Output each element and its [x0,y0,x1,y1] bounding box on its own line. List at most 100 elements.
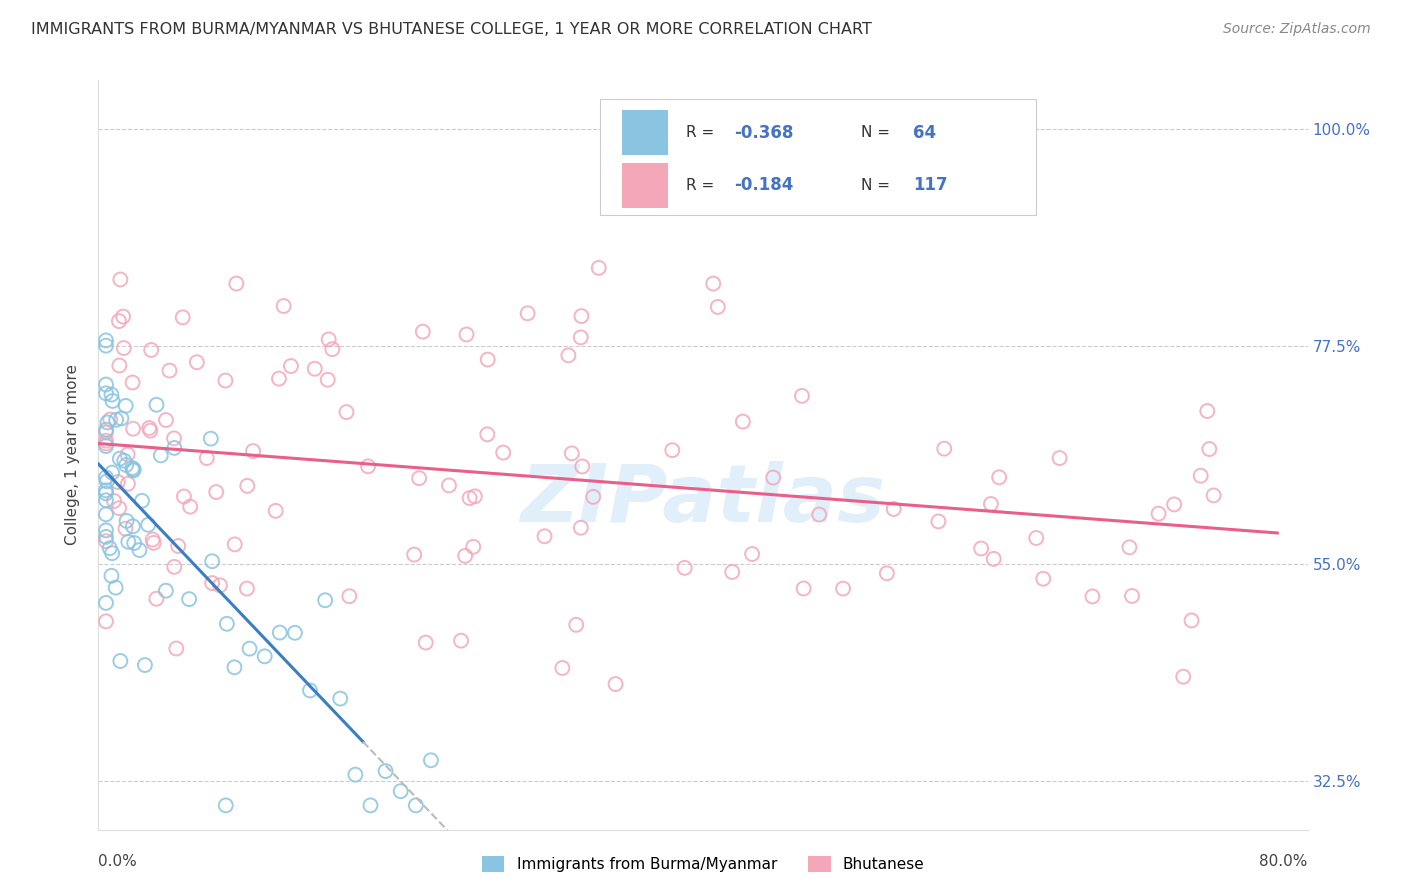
Point [108,501,131,516]
Point [588,260,610,275]
Point [464,489,486,503]
Point [1025,531,1047,545]
Point [103,494,125,508]
Point [141,343,163,357]
Point [96,416,118,430]
Y-axis label: College, 1 year or more: College, 1 year or more [65,365,80,545]
Point [284,625,307,640]
Text: Source: ZipAtlas.com: Source: ZipAtlas.com [1223,22,1371,37]
Point [163,559,186,574]
Point [100,569,122,583]
Point [1198,442,1220,456]
Text: R =: R = [686,178,720,193]
Text: -0.184: -0.184 [734,177,794,194]
Point [269,625,291,640]
Point [101,393,124,408]
Point [128,543,150,558]
Point [408,471,430,485]
Point [94,508,117,522]
Point [762,470,785,484]
Text: ZIPatlas: ZIPatlas [520,461,886,539]
Point [115,458,138,472]
Point [236,582,259,596]
Point [454,549,477,563]
Point [145,591,167,606]
Point [741,547,763,561]
Point [108,451,131,466]
Point [405,798,427,813]
Point [134,658,156,673]
Point [1032,572,1054,586]
Point [404,548,426,562]
Point [415,635,437,649]
Point [201,576,224,591]
Point [117,476,139,491]
Point [112,341,135,355]
Point [94,434,117,448]
Point [458,491,481,505]
Point [304,361,326,376]
Point [1147,507,1170,521]
Point [94,530,117,544]
Text: 117: 117 [914,177,948,194]
Point [316,373,339,387]
Point [155,413,177,427]
Point [98,541,121,556]
Point [115,514,138,528]
Point [108,359,131,373]
Text: N =: N = [862,178,896,193]
Point [569,330,592,344]
Point [267,371,290,385]
Point [142,533,165,547]
Point [101,546,124,560]
FancyBboxPatch shape [621,111,668,155]
Point [186,355,208,369]
Point [605,677,627,691]
Point [337,589,360,603]
Point [437,478,460,492]
Point [321,342,343,356]
Point [314,593,336,607]
Point [112,310,135,324]
Point [253,649,276,664]
Point [374,764,396,778]
Point [239,641,262,656]
Point [707,300,730,314]
Point [571,309,593,323]
Point [94,493,117,508]
Point [114,522,136,536]
Point [1081,590,1104,604]
Point [122,462,145,476]
Point [138,421,160,435]
Point [731,415,754,429]
Point [808,508,831,522]
Point [94,615,117,629]
Point [179,500,201,514]
Point [561,446,583,460]
Point [155,583,177,598]
Point [163,431,186,445]
Point [450,633,472,648]
Point [1189,468,1212,483]
Point [98,412,121,426]
Point [702,277,724,291]
Point [673,561,696,575]
Point [790,389,813,403]
Point [163,441,186,455]
Text: 64: 64 [914,124,936,142]
Point [105,413,128,427]
Point [200,432,222,446]
Point [934,442,956,456]
FancyBboxPatch shape [621,162,668,208]
Point [94,377,117,392]
Point [172,310,194,325]
Point [94,470,117,484]
Point [389,784,412,798]
Point [1197,404,1219,418]
Point [927,515,949,529]
Point [114,399,136,413]
Point [988,470,1011,484]
Point [1173,670,1195,684]
Point [201,554,224,568]
Point [456,327,478,342]
